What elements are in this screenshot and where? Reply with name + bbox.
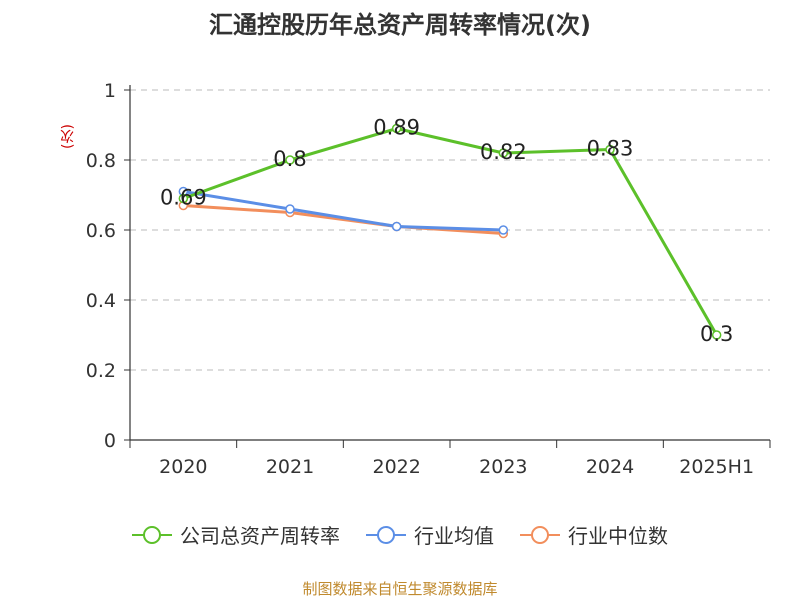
y-tick-label: 0.6 — [86, 220, 116, 242]
data-label: 0.83 — [587, 137, 634, 161]
y-tick-label: 1 — [104, 80, 116, 102]
legend-label-company: 公司总资产周转率 — [180, 524, 340, 548]
data-label: 0.82 — [480, 140, 527, 164]
data-source: 制图数据来自恒生聚源数据库 — [302, 580, 498, 598]
data-point — [605, 144, 615, 155]
legend-label-industry-avg: 行业均值 — [414, 524, 494, 548]
legend: 公司总资产周转率 行业均值 行业中位数 — [0, 520, 800, 549]
data-point — [498, 225, 509, 235]
data-label: 0.8 — [273, 147, 306, 171]
series-line — [182, 127, 718, 336]
legend-marker-company — [132, 525, 172, 544]
x-tick-label: 2024 — [586, 456, 634, 478]
data-point — [391, 221, 402, 232]
data-label: 0.69 — [160, 186, 207, 210]
y-tick-label: 0 — [104, 430, 116, 452]
x-tick-label: 2020 — [159, 456, 207, 478]
legend-marker-industry-median — [520, 525, 560, 544]
legend-label-industry-median: 行业中位数 — [568, 524, 668, 548]
series-line — [183, 190, 504, 232]
x-tick-label: 2021 — [266, 456, 314, 478]
series-line — [183, 204, 504, 235]
chart-title: 汇通控股历年总资产周转率情况(次) — [209, 11, 591, 39]
data-label: 0.3 — [700, 322, 733, 346]
legend-marker-industry-avg — [366, 525, 406, 544]
y-tick-label: 0.8 — [86, 150, 116, 172]
x-tick-label: 2022 — [372, 456, 420, 478]
y-tick-label: 0.4 — [86, 290, 116, 312]
legend-item-industry-avg[interactable]: 行业均值 — [366, 520, 494, 549]
data-point — [391, 123, 402, 134]
data-label: 0.89 — [373, 116, 420, 140]
data-point — [285, 204, 295, 214]
x-tick-label: 2023 — [479, 456, 527, 478]
data-point — [498, 148, 509, 158]
legend-item-industry-median[interactable]: 行业中位数 — [520, 520, 668, 549]
data-point — [711, 330, 722, 340]
x-tick-label: 2025H1 — [679, 456, 754, 478]
data-point — [285, 155, 295, 165]
y-tick-label: 0.2 — [86, 360, 116, 382]
legend-item-company[interactable]: 公司总资产周转率 — [132, 520, 340, 549]
data-point — [178, 193, 189, 204]
